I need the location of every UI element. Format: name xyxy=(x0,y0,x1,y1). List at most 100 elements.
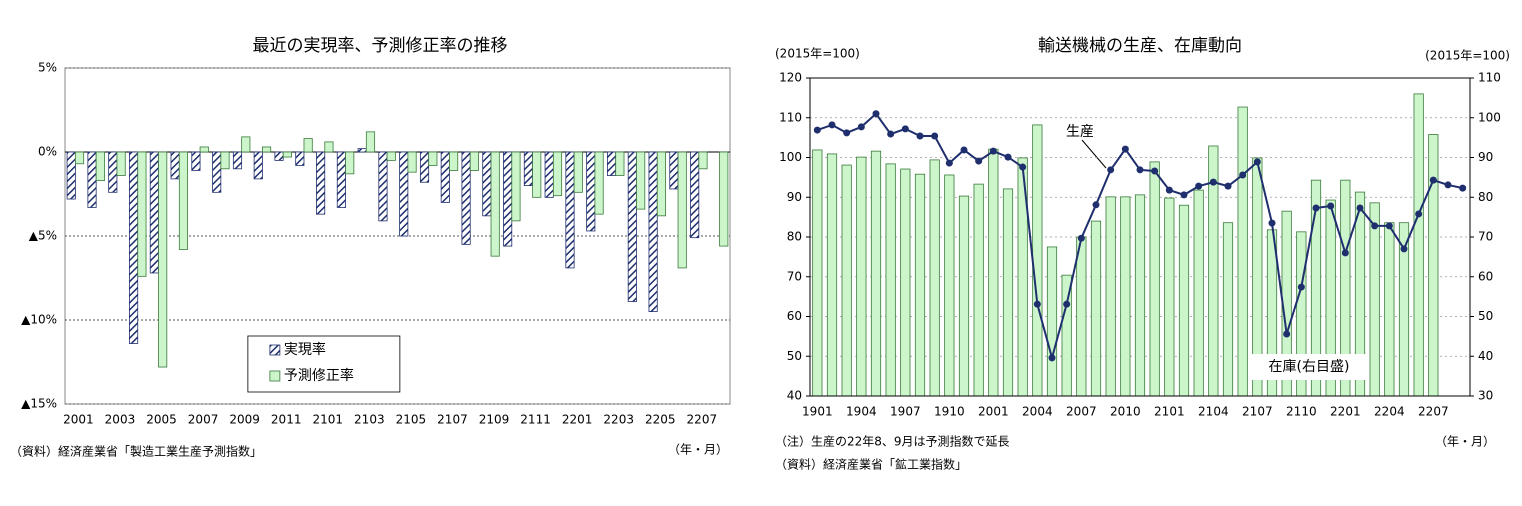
line-marker xyxy=(1341,249,1349,257)
bar xyxy=(149,151,159,274)
line-marker xyxy=(1180,191,1188,199)
line-marker xyxy=(1121,145,1129,153)
bar xyxy=(295,151,305,166)
y-tick-label: 50 xyxy=(787,349,802,363)
bar xyxy=(449,151,459,171)
x-tick-label: 2204 xyxy=(1374,405,1405,419)
y-tick-label: ▲10% xyxy=(21,313,57,327)
bar xyxy=(914,173,926,397)
x-tick-label: 2007 xyxy=(188,413,219,427)
bar xyxy=(841,164,852,397)
line-marker xyxy=(1019,163,1027,171)
bar xyxy=(274,151,284,161)
bar xyxy=(262,146,272,153)
line-marker xyxy=(1077,234,1085,242)
line-marker xyxy=(1371,222,1379,230)
bar xyxy=(1413,93,1424,397)
bar xyxy=(1134,194,1146,397)
x-tick-label: 2109 xyxy=(479,413,510,427)
bar xyxy=(1369,202,1380,397)
bar xyxy=(1428,134,1439,397)
bar xyxy=(158,151,168,368)
bar xyxy=(826,153,838,397)
line-marker xyxy=(1224,182,1232,190)
x-tick-label: 2101 xyxy=(1154,405,1185,419)
x-tick-label: 2207 xyxy=(687,413,718,427)
bar xyxy=(929,159,940,397)
bar xyxy=(669,151,679,190)
note: （注）生産の22年8、9月は予測指数で延長 xyxy=(775,434,1010,449)
bar xyxy=(719,151,729,247)
line-marker xyxy=(813,126,821,134)
bar xyxy=(191,151,201,171)
y-tick-label: 100 xyxy=(779,150,802,164)
bar xyxy=(241,136,251,153)
x-tick-label: 1910 xyxy=(934,405,965,419)
bar xyxy=(1384,222,1395,397)
bar xyxy=(108,151,118,193)
line-marker xyxy=(1312,204,1320,212)
bar xyxy=(461,151,471,245)
bar xyxy=(1178,204,1190,397)
y-tick-label: 90 xyxy=(787,190,802,204)
x-tick-label: 1901 xyxy=(802,405,833,419)
x-tick-label: 2011 xyxy=(271,413,302,427)
line-marker xyxy=(1033,300,1041,308)
y2-tick-label: 110 xyxy=(1478,71,1501,85)
series-annotation: 在庫(右目盛) xyxy=(1269,358,1350,375)
bar xyxy=(523,151,533,186)
bar xyxy=(1076,236,1087,397)
bar xyxy=(648,151,658,313)
line-marker xyxy=(975,157,983,165)
y2-tick-label: 80 xyxy=(1478,190,1493,204)
x-tick-label: 2003 xyxy=(105,413,136,427)
x-tick-label: 2004 xyxy=(1022,405,1053,419)
x-tick-label: 2104 xyxy=(1198,405,1229,419)
bar xyxy=(900,168,911,397)
x-tick-label: 2103 xyxy=(354,413,385,427)
x-tick-label: 2005 xyxy=(146,413,177,427)
bar xyxy=(1002,188,1014,397)
legend-label: 実現率 xyxy=(284,341,326,358)
bar xyxy=(1237,106,1248,397)
line-marker xyxy=(1400,245,1408,253)
x-tick-label: 2010 xyxy=(1110,405,1141,419)
bar xyxy=(1046,246,1058,397)
x-tick-label: 2110 xyxy=(1286,405,1317,419)
line-marker xyxy=(857,123,865,131)
bar xyxy=(573,151,583,193)
bar xyxy=(378,151,388,222)
bar xyxy=(232,151,243,170)
bar xyxy=(137,151,147,277)
line-marker xyxy=(1063,300,1071,308)
bar xyxy=(66,151,76,200)
bar xyxy=(565,151,575,269)
line-marker xyxy=(828,121,836,129)
bar xyxy=(636,151,646,210)
y-tick-label: 80 xyxy=(787,230,802,244)
series-annotation: 生産 xyxy=(1066,124,1094,140)
y2-tick-label: 50 xyxy=(1478,309,1493,323)
bar xyxy=(594,151,604,215)
bar xyxy=(656,151,666,217)
x-tick-label: 2101 xyxy=(312,413,343,427)
x-tick-label: 2111 xyxy=(520,413,551,427)
y2-tick-label: 60 xyxy=(1478,269,1493,283)
chart-title: 輸送機械の生産、在庫動向 xyxy=(1038,36,1242,56)
x-tick-label: 2001 xyxy=(978,405,1009,419)
bar xyxy=(399,151,409,237)
bar xyxy=(428,151,438,166)
y-tick-label: ▲15% xyxy=(21,397,57,411)
bar xyxy=(944,174,955,397)
y2-tick-label: 70 xyxy=(1478,230,1493,244)
bar xyxy=(357,148,367,153)
x-tick-label: 2007 xyxy=(1066,405,1097,419)
source: （資料）経済産業省「製造工業生産予測指数」 xyxy=(10,444,262,459)
bar xyxy=(407,151,417,173)
bar xyxy=(212,151,222,193)
y-tick-label: 40 xyxy=(787,389,802,403)
bar xyxy=(282,151,292,158)
bar xyxy=(511,151,521,222)
y-tick-label: 110 xyxy=(779,110,802,124)
